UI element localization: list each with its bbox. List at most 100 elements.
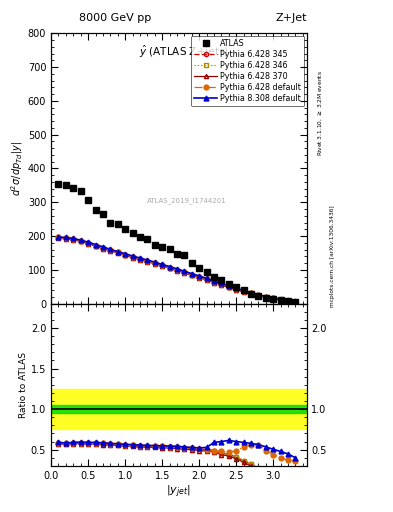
ATLAS xyxy=(78,188,83,195)
Pythia 6.428 345 xyxy=(211,279,216,285)
Pythia 6.428 346 xyxy=(182,269,187,275)
Pythia 6.428 345 xyxy=(64,235,68,241)
Pythia 6.428 345 xyxy=(197,274,202,280)
Pythia 6.428 345 xyxy=(219,281,224,287)
ATLAS xyxy=(152,242,157,248)
Pythia 6.428 346 xyxy=(71,236,76,242)
Pythia 6.428 345 xyxy=(130,254,135,260)
ATLAS xyxy=(226,281,231,287)
ATLAS xyxy=(197,265,202,271)
Pythia 6.428 346 xyxy=(101,245,105,251)
Pythia 6.428 345 xyxy=(226,284,231,290)
ATLAS xyxy=(256,293,261,300)
Text: ATLAS_2019_I1744201: ATLAS_2019_I1744201 xyxy=(147,198,226,204)
Pythia 6.428 346 xyxy=(86,240,90,246)
Pythia 6.428 346 xyxy=(293,298,298,305)
Pythia 6.428 346 xyxy=(93,243,98,249)
ATLAS xyxy=(249,290,253,296)
Pythia 6.428 370 xyxy=(152,261,157,267)
Pythia 8.308 default xyxy=(286,297,290,304)
Pythia 8.308 default xyxy=(197,273,202,279)
Pythia 6.428 370 xyxy=(160,263,165,269)
Pythia 6.428 345 xyxy=(271,295,275,302)
Pythia 8.308 default xyxy=(160,262,165,268)
Line: Pythia 6.428 345: Pythia 6.428 345 xyxy=(57,236,298,304)
Pythia 8.308 default xyxy=(101,244,105,250)
Text: $\hat{y}$ (ATLAS Z+jets): $\hat{y}$ (ATLAS Z+jets) xyxy=(139,44,229,60)
Pythia 6.428 370 xyxy=(101,246,105,252)
Pythia 6.428 346 xyxy=(130,254,135,260)
ATLAS xyxy=(182,252,187,258)
Pythia 6.428 default xyxy=(263,294,268,300)
Pythia 8.308 default xyxy=(226,283,231,289)
Pythia 6.428 default xyxy=(101,245,105,251)
Pythia 6.428 346 xyxy=(167,264,172,270)
Pythia 6.428 345 xyxy=(167,264,172,270)
Pythia 6.428 346 xyxy=(197,274,202,280)
Pythia 8.308 default xyxy=(278,296,283,303)
Pythia 6.428 345 xyxy=(71,236,76,242)
ATLAS xyxy=(204,268,209,274)
ATLAS xyxy=(116,221,120,227)
Pythia 6.428 345 xyxy=(160,263,165,269)
Pythia 6.428 370 xyxy=(108,248,113,254)
Pythia 6.428 346 xyxy=(226,284,231,290)
Pythia 6.428 default xyxy=(204,276,209,283)
Pythia 8.308 default xyxy=(138,255,142,261)
Pythia 8.308 default xyxy=(145,257,150,263)
Text: Z+Jet: Z+Jet xyxy=(275,13,307,23)
Pythia 8.308 default xyxy=(108,246,113,252)
Pythia 8.308 default xyxy=(56,234,61,240)
Line: Pythia 6.428 default: Pythia 6.428 default xyxy=(56,235,298,304)
Pythia 8.308 default xyxy=(263,293,268,300)
Text: Rivet 3.1.10, $\geq$ 3.2M events: Rivet 3.1.10, $\geq$ 3.2M events xyxy=(316,70,324,156)
ATLAS xyxy=(234,284,239,290)
Pythia 6.428 default xyxy=(93,243,98,249)
Pythia 6.428 346 xyxy=(138,256,142,262)
Pythia 8.308 default xyxy=(78,237,83,243)
Pythia 8.308 default xyxy=(293,298,298,305)
Pythia 6.428 345 xyxy=(263,294,268,300)
Pythia 6.428 370 xyxy=(64,236,68,242)
ATLAS xyxy=(108,220,113,226)
ATLAS xyxy=(56,181,61,187)
Pythia 6.428 346 xyxy=(189,271,194,278)
ATLAS xyxy=(263,294,268,301)
Pythia 6.428 default xyxy=(108,247,113,253)
Pythia 6.428 370 xyxy=(145,259,150,265)
Pythia 6.428 default xyxy=(78,238,83,244)
Pythia 6.428 370 xyxy=(167,265,172,271)
Pythia 6.428 345 xyxy=(138,256,142,262)
ATLAS xyxy=(101,211,105,218)
Pythia 6.428 346 xyxy=(211,279,216,285)
Pythia 6.428 345 xyxy=(182,269,187,275)
Pythia 6.428 370 xyxy=(249,291,253,297)
Bar xyxy=(51,405,307,413)
ATLAS xyxy=(219,277,224,283)
Pythia 6.428 346 xyxy=(256,292,261,298)
Pythia 6.428 346 xyxy=(271,295,275,302)
Pythia 6.428 345 xyxy=(93,243,98,249)
Y-axis label: Ratio to ATLAS: Ratio to ATLAS xyxy=(19,352,28,418)
Pythia 6.428 346 xyxy=(116,249,120,255)
Pythia 6.428 346 xyxy=(219,281,224,287)
Pythia 6.428 default xyxy=(286,297,290,304)
Pythia 6.428 370 xyxy=(174,267,179,273)
Pythia 6.428 346 xyxy=(286,297,290,304)
Pythia 6.428 370 xyxy=(78,239,83,245)
Pythia 8.308 default xyxy=(123,250,127,257)
Pythia 6.428 346 xyxy=(160,263,165,269)
Pythia 6.428 345 xyxy=(152,260,157,266)
Pythia 6.428 345 xyxy=(189,271,194,278)
Pythia 8.308 default xyxy=(167,264,172,270)
ATLAS xyxy=(71,185,76,191)
ATLAS xyxy=(138,234,142,241)
ATLAS xyxy=(130,230,135,237)
ATLAS xyxy=(241,287,246,293)
Text: mcplots.cern.ch [arXiv:1306.3436]: mcplots.cern.ch [arXiv:1306.3436] xyxy=(330,205,335,307)
Pythia 6.428 370 xyxy=(56,235,61,241)
Pythia 6.428 default xyxy=(123,251,127,258)
Pythia 8.308 default xyxy=(182,268,187,274)
Pythia 6.428 346 xyxy=(78,238,83,244)
Pythia 6.428 default xyxy=(130,254,135,260)
